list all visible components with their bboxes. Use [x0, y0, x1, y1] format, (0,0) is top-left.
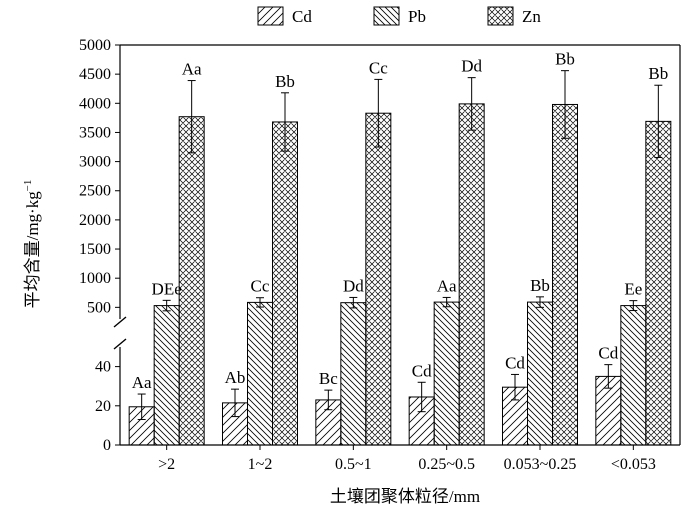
- data-label: Bb: [555, 50, 575, 69]
- x-tick-label: 1~2: [248, 456, 273, 473]
- y-tick-label: 40: [95, 359, 111, 376]
- x-tick-label: 0.5~1: [335, 456, 372, 473]
- data-label: Bb: [530, 276, 550, 295]
- bar-pb: [247, 301, 273, 446]
- data-label: Cd: [505, 353, 525, 372]
- bar-pb: [153, 305, 180, 446]
- y-tick-label: 1000: [79, 270, 111, 287]
- labels-layer: Aa DEe Aa >2 Ab Cc Bb 1~2 Bc Dd Cc 0.5~1 Cd Aa Dd 0.25~…: [79, 37, 668, 473]
- data-label: Cc: [251, 277, 270, 296]
- bar-zn: [458, 103, 485, 446]
- axis-break-mark: [113, 316, 127, 328]
- data-label: Dd: [461, 57, 482, 76]
- data-label: Aa: [182, 60, 202, 79]
- data-label: Aa: [437, 276, 457, 295]
- y-axis-title-main: 平均含量/mg·kg: [23, 191, 42, 309]
- legend-label-cd: Cd: [292, 7, 312, 26]
- axes-layer: [113, 44, 681, 450]
- data-label: DEe: [152, 279, 182, 298]
- y-tick-label: 500: [87, 299, 111, 316]
- y-tick-label: 4000: [79, 95, 111, 112]
- y-tick-label: 2500: [79, 183, 111, 200]
- bar-pb: [340, 302, 367, 446]
- bar-zn: [272, 121, 298, 446]
- data-label: Bc: [319, 369, 338, 388]
- data-label: Cd: [412, 361, 432, 380]
- y-tick-label: 2000: [79, 212, 111, 229]
- y-tick-label: 1500: [79, 241, 111, 258]
- y-tick-label: 20: [95, 398, 111, 415]
- data-label: Ee: [624, 280, 642, 299]
- y-axis-title-sup: −1: [22, 180, 34, 192]
- x-tick-label: <0.053: [611, 456, 656, 473]
- bar-pb: [527, 301, 553, 446]
- y-tick-label: 4500: [79, 66, 111, 83]
- data-label: Cd: [598, 344, 618, 363]
- x-axis-title: 土壤团聚体粒径/mm: [330, 486, 480, 506]
- data-label: Dd: [343, 276, 364, 295]
- bar-zn: [178, 116, 205, 446]
- data-label: Aa: [132, 373, 152, 392]
- y-axis-title: 平均含量/mg·kg−1: [22, 180, 42, 309]
- data-label: Cc: [369, 58, 388, 77]
- bar-pb: [620, 305, 647, 446]
- legend-label-zn: Zn: [522, 7, 541, 26]
- x-tick-label: >2: [158, 456, 175, 473]
- bar-zn: [645, 120, 672, 446]
- axis-break-mark: [113, 338, 127, 350]
- bar-zn: [552, 103, 578, 446]
- x-tick-label: 0.25~0.5: [418, 456, 475, 473]
- y-tick-label: 5000: [79, 37, 111, 54]
- bars-layer: [128, 70, 672, 446]
- y-tick-label: 3000: [79, 154, 111, 171]
- data-label: Bb: [275, 72, 295, 91]
- x-tick-label: 0.053~0.25: [504, 456, 577, 473]
- legend: Cd Pb Zn: [257, 6, 541, 26]
- legend-swatch-zn: [487, 6, 514, 26]
- legend-swatch-pb: [373, 6, 400, 26]
- data-label: Bb: [648, 64, 668, 83]
- data-label: Ab: [225, 368, 246, 387]
- y-tick-label: 3500: [79, 124, 111, 141]
- bar-pb: [433, 301, 460, 446]
- bar-zn: [365, 112, 392, 446]
- legend-swatch-cd: [257, 6, 284, 26]
- legend-label-pb: Pb: [408, 7, 426, 26]
- y-tick-label: 0: [103, 437, 111, 454]
